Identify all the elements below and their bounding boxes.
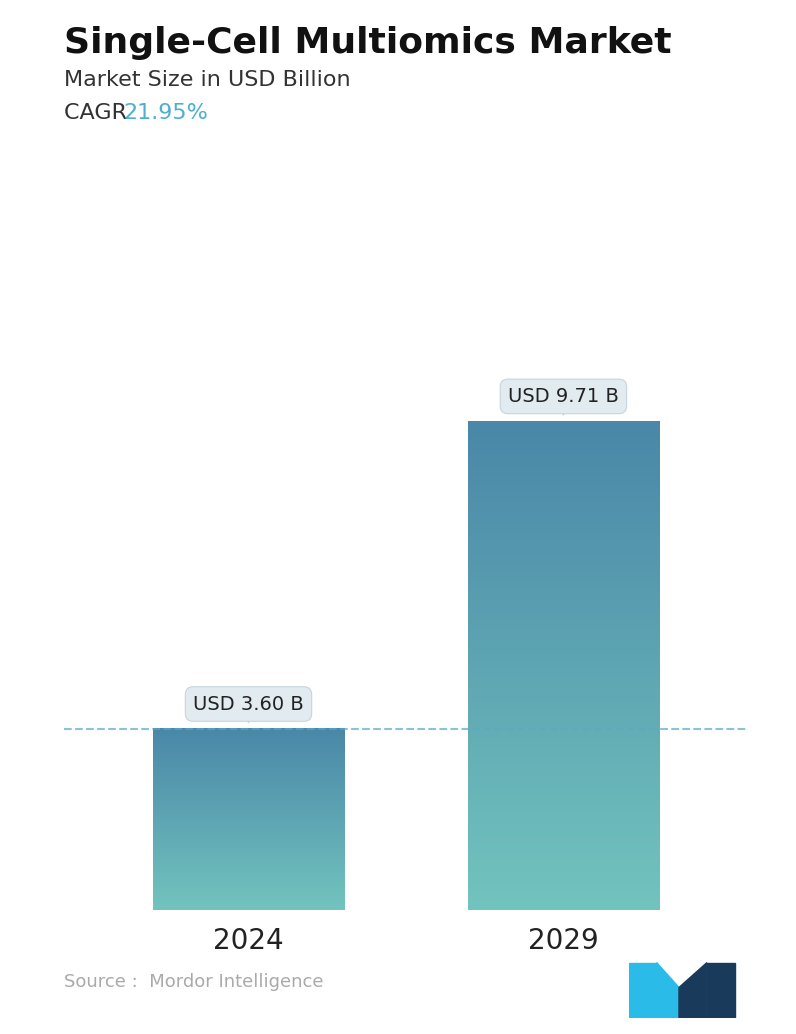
Text: USD 9.71 B: USD 9.71 B [508, 387, 618, 406]
Text: Source :  Mordor Intelligence: Source : Mordor Intelligence [64, 973, 323, 991]
Text: Market Size in USD Billion: Market Size in USD Billion [64, 70, 350, 90]
Text: USD 3.60 B: USD 3.60 B [193, 695, 304, 713]
Text: CAGR: CAGR [64, 103, 134, 123]
Polygon shape [629, 963, 657, 1018]
Text: Single-Cell Multiomics Market: Single-Cell Multiomics Market [64, 26, 671, 60]
Text: 21.95%: 21.95% [123, 103, 209, 123]
Polygon shape [707, 963, 735, 1018]
Polygon shape [679, 963, 707, 1018]
Polygon shape [657, 963, 679, 1018]
